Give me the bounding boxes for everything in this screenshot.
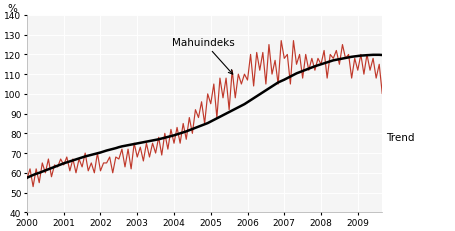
Text: Mahuindeks: Mahuindeks	[172, 37, 235, 75]
Text: %: %	[7, 4, 17, 14]
Text: Trend: Trend	[386, 133, 415, 143]
